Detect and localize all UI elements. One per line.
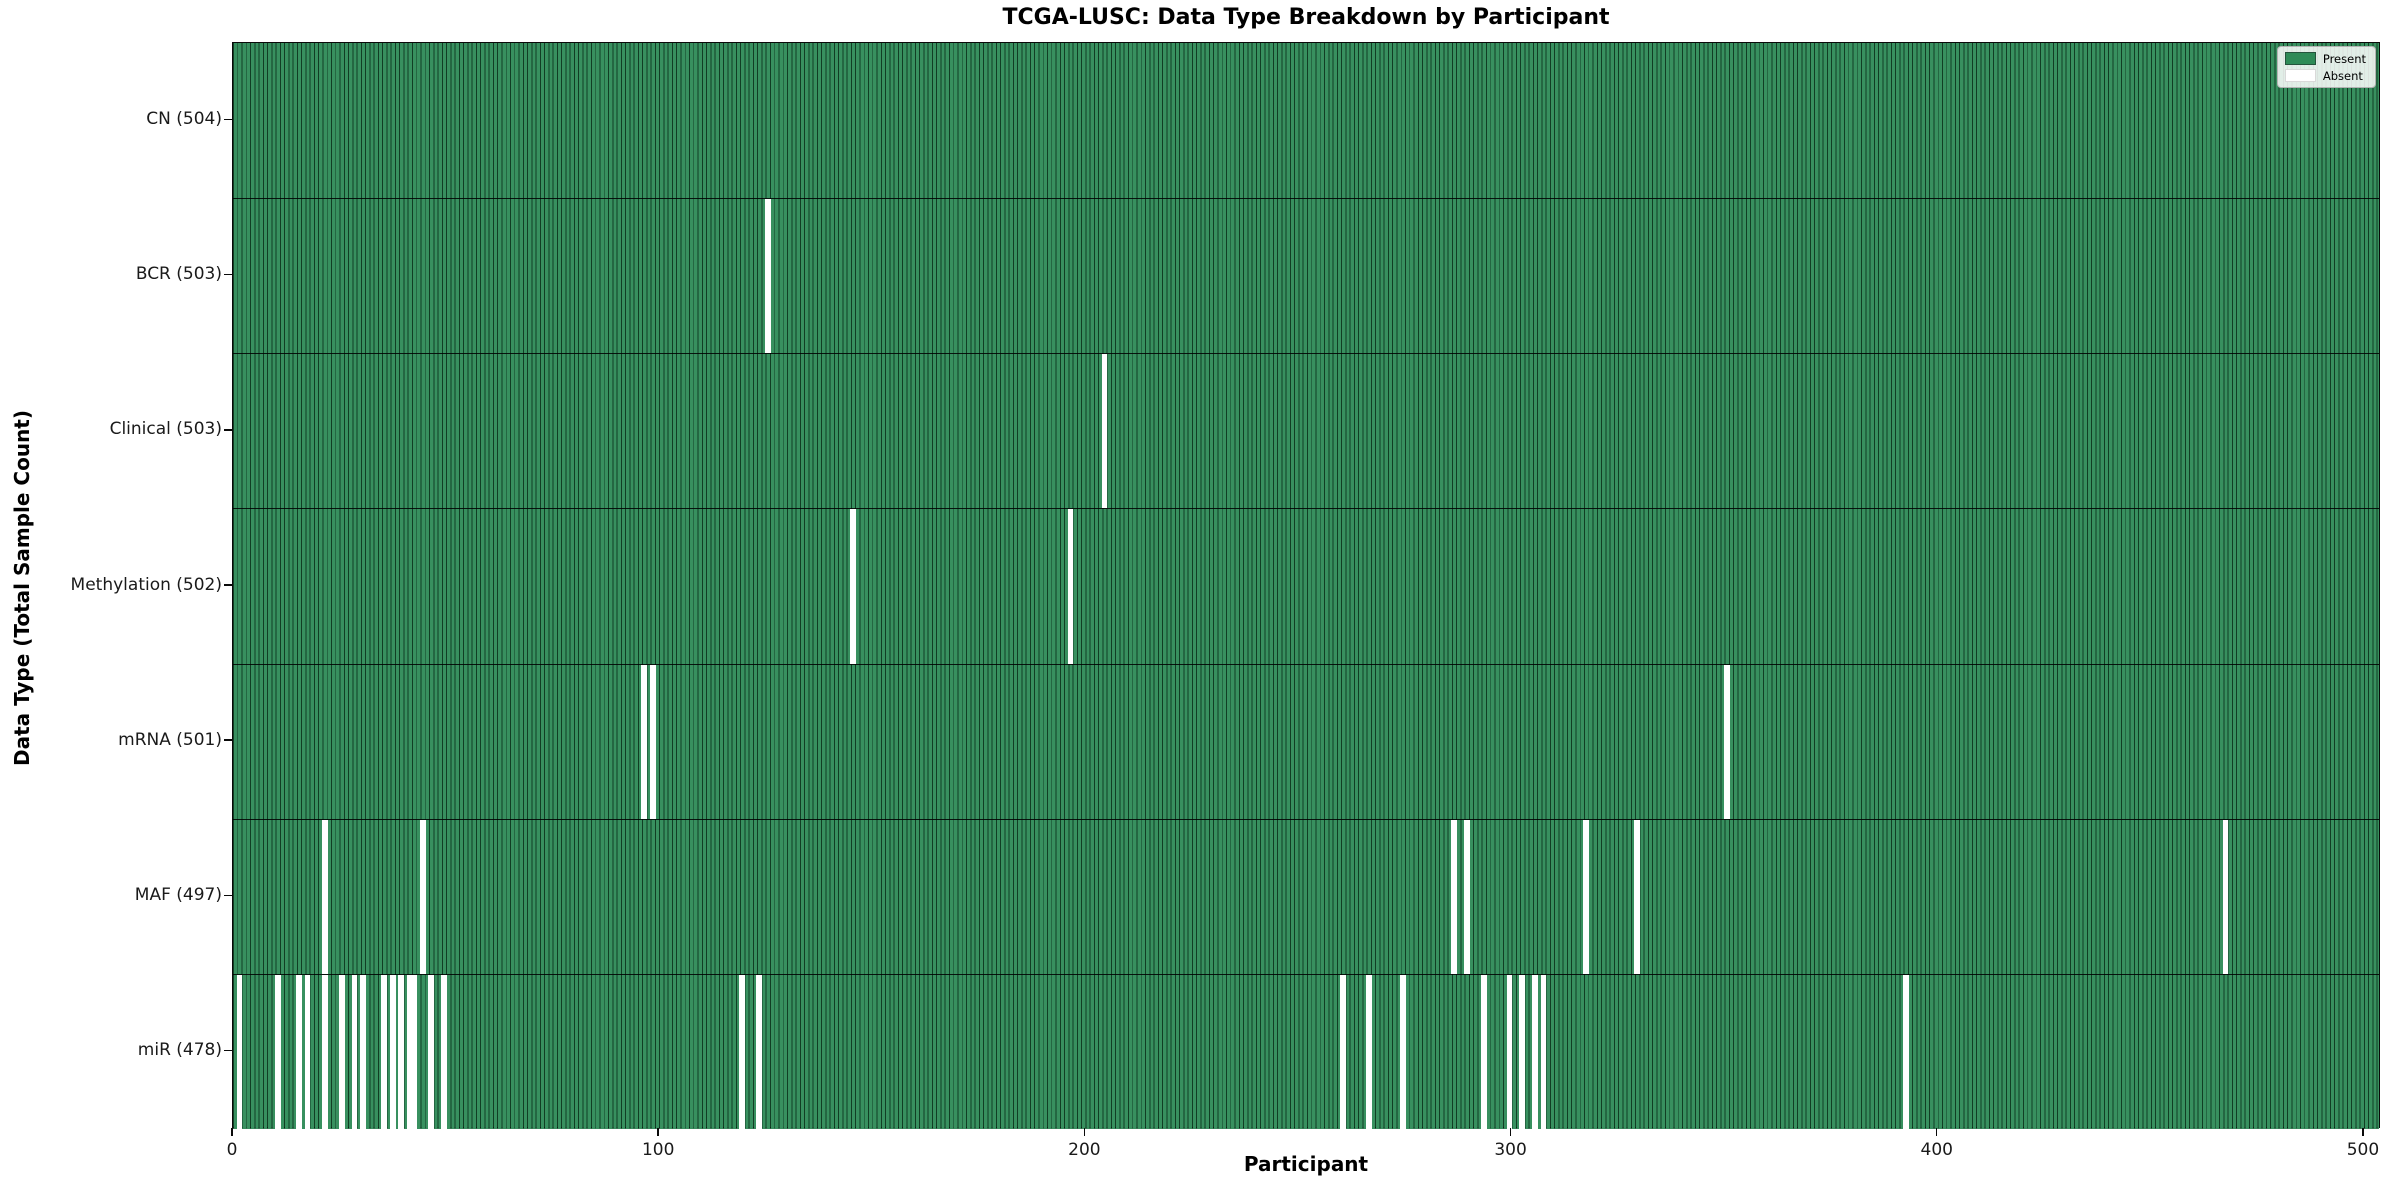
absent-marker	[1480, 974, 1487, 1129]
x-tick-label-200: 200	[1068, 1140, 1101, 1160]
x-tick-mark	[1509, 1128, 1512, 1136]
chart-title: TCGA-LUSC: Data Type Breakdown by Partic…	[1002, 5, 1610, 30]
absent-marker	[1365, 974, 1372, 1129]
y-tick-label-mRNA: mRNA (501)	[118, 729, 222, 750]
absent-marker	[1101, 354, 1108, 509]
absent-marker	[1902, 974, 1909, 1129]
legend-absent-label: Absent	[2322, 68, 2363, 83]
row-Clinical	[233, 353, 2379, 509]
present-swatch-icon	[2284, 52, 2316, 65]
absent-marker	[1451, 819, 1457, 974]
x-tick-label-300: 300	[1494, 1140, 1527, 1160]
y-tick-mark	[224, 274, 232, 276]
absent-marker	[1540, 974, 1547, 1129]
absent-marker	[381, 974, 388, 1129]
absent-marker	[1506, 974, 1513, 1129]
x-tick-label-0: 0	[226, 1140, 238, 1160]
absent-marker	[649, 664, 656, 819]
absent-marker	[1723, 664, 1730, 819]
x-tick-mark	[657, 1128, 659, 1136]
row-miR	[233, 973, 2379, 1129]
absent-marker	[419, 819, 426, 974]
y-tick-label-BCR: BCR (503)	[135, 264, 222, 285]
absent-marker	[756, 974, 763, 1129]
absent-marker	[274, 974, 281, 1129]
y-tick-mark	[224, 429, 232, 431]
absent-marker	[398, 974, 405, 1129]
absent-marker	[1519, 974, 1526, 1129]
y-tick-mark	[224, 584, 232, 586]
absent-marker	[1583, 819, 1590, 974]
y-tick-label-Clinical: Clinical (503)	[109, 419, 222, 440]
x-tick-label-100: 100	[641, 1140, 675, 1160]
row-BCR	[233, 198, 2379, 354]
row-Methylation	[233, 508, 2379, 664]
x-axis-label: Participant	[1243, 1152, 1369, 1176]
x-tick-mark	[1936, 1128, 1938, 1136]
absent-marker	[360, 974, 366, 1129]
y-tick-label-miR: miR (478)	[137, 1039, 222, 1060]
plot-area	[232, 42, 2380, 1129]
absent-marker	[850, 509, 856, 664]
absent-marker	[1400, 974, 1406, 1129]
absent-marker	[2222, 819, 2229, 974]
absent-marker	[441, 974, 447, 1129]
absent-marker	[406, 974, 413, 1129]
legend-present-label: Present	[2322, 51, 2366, 66]
absent-marker	[739, 974, 746, 1129]
row-CN	[233, 43, 2379, 199]
row-mRNA	[233, 663, 2379, 819]
absent-marker	[351, 974, 358, 1129]
absent-marker	[641, 664, 648, 819]
legend-item-absent: Absent	[2284, 68, 2366, 83]
legend-item-present: Present	[2284, 51, 2366, 66]
x-tick-mark	[231, 1128, 233, 1136]
absent-marker	[1634, 819, 1641, 974]
y-tick-label-CN: CN (504)	[146, 109, 222, 130]
y-tick-label-MAF: MAF (497)	[134, 884, 222, 905]
absent-marker	[304, 974, 311, 1129]
absent-marker	[321, 819, 328, 974]
row-MAF	[233, 818, 2379, 974]
y-tick-mark	[224, 739, 232, 741]
x-tick-mark	[1083, 1128, 1086, 1136]
y-tick-label-Methylation: Methylation (502)	[70, 574, 222, 595]
absent-marker	[764, 199, 771, 354]
absent-marker	[1340, 974, 1347, 1129]
absent-marker	[1067, 509, 1074, 664]
x-tick-label-400: 400	[1920, 1140, 1953, 1160]
absent-marker	[389, 974, 396, 1129]
x-tick-label-500: 500	[2346, 1140, 2380, 1160]
absent-marker	[321, 974, 328, 1129]
y-tick-mark	[224, 894, 232, 896]
x-tick-mark	[2362, 1128, 2364, 1136]
absent-marker	[338, 974, 345, 1129]
absent-marker	[1532, 974, 1538, 1129]
absent-marker	[236, 974, 243, 1129]
absent-marker	[1463, 819, 1470, 974]
absent-swatch-icon	[2284, 69, 2316, 82]
absent-marker	[411, 974, 417, 1129]
absent-marker	[296, 974, 302, 1129]
absent-marker	[428, 974, 435, 1129]
y-tick-mark	[224, 118, 232, 121]
y-tick-mark	[224, 1049, 232, 1052]
legend: Present Absent	[2276, 46, 2376, 88]
